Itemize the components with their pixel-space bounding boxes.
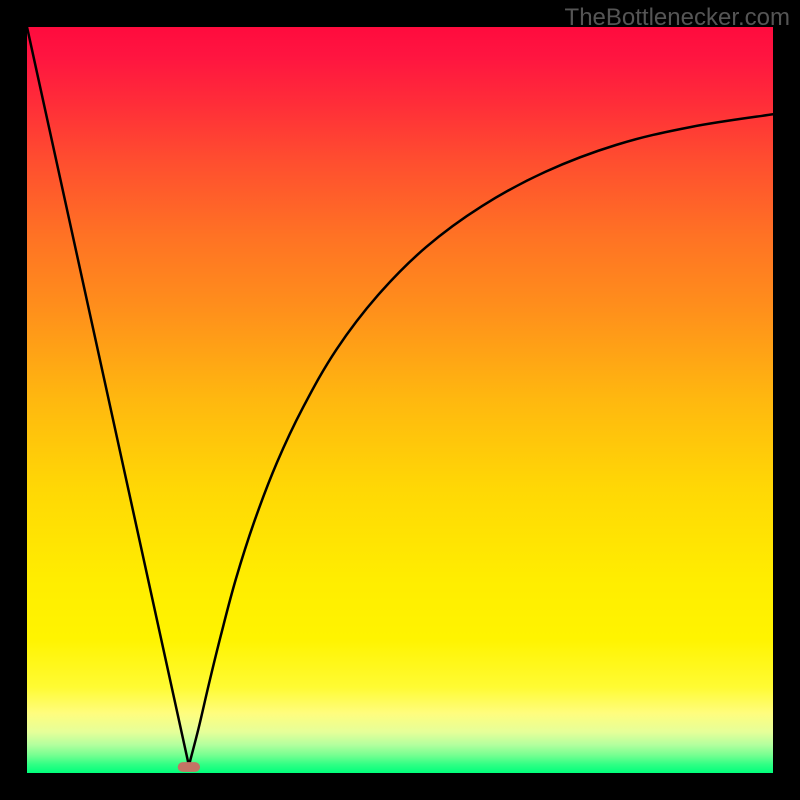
chart-root: TheBottlenecker.com [0, 0, 800, 800]
gradient-bg [27, 27, 773, 773]
plot-frame [27, 27, 773, 773]
watermark-text: TheBottlenecker.com [565, 4, 790, 32]
gradient-rect [27, 27, 773, 773]
